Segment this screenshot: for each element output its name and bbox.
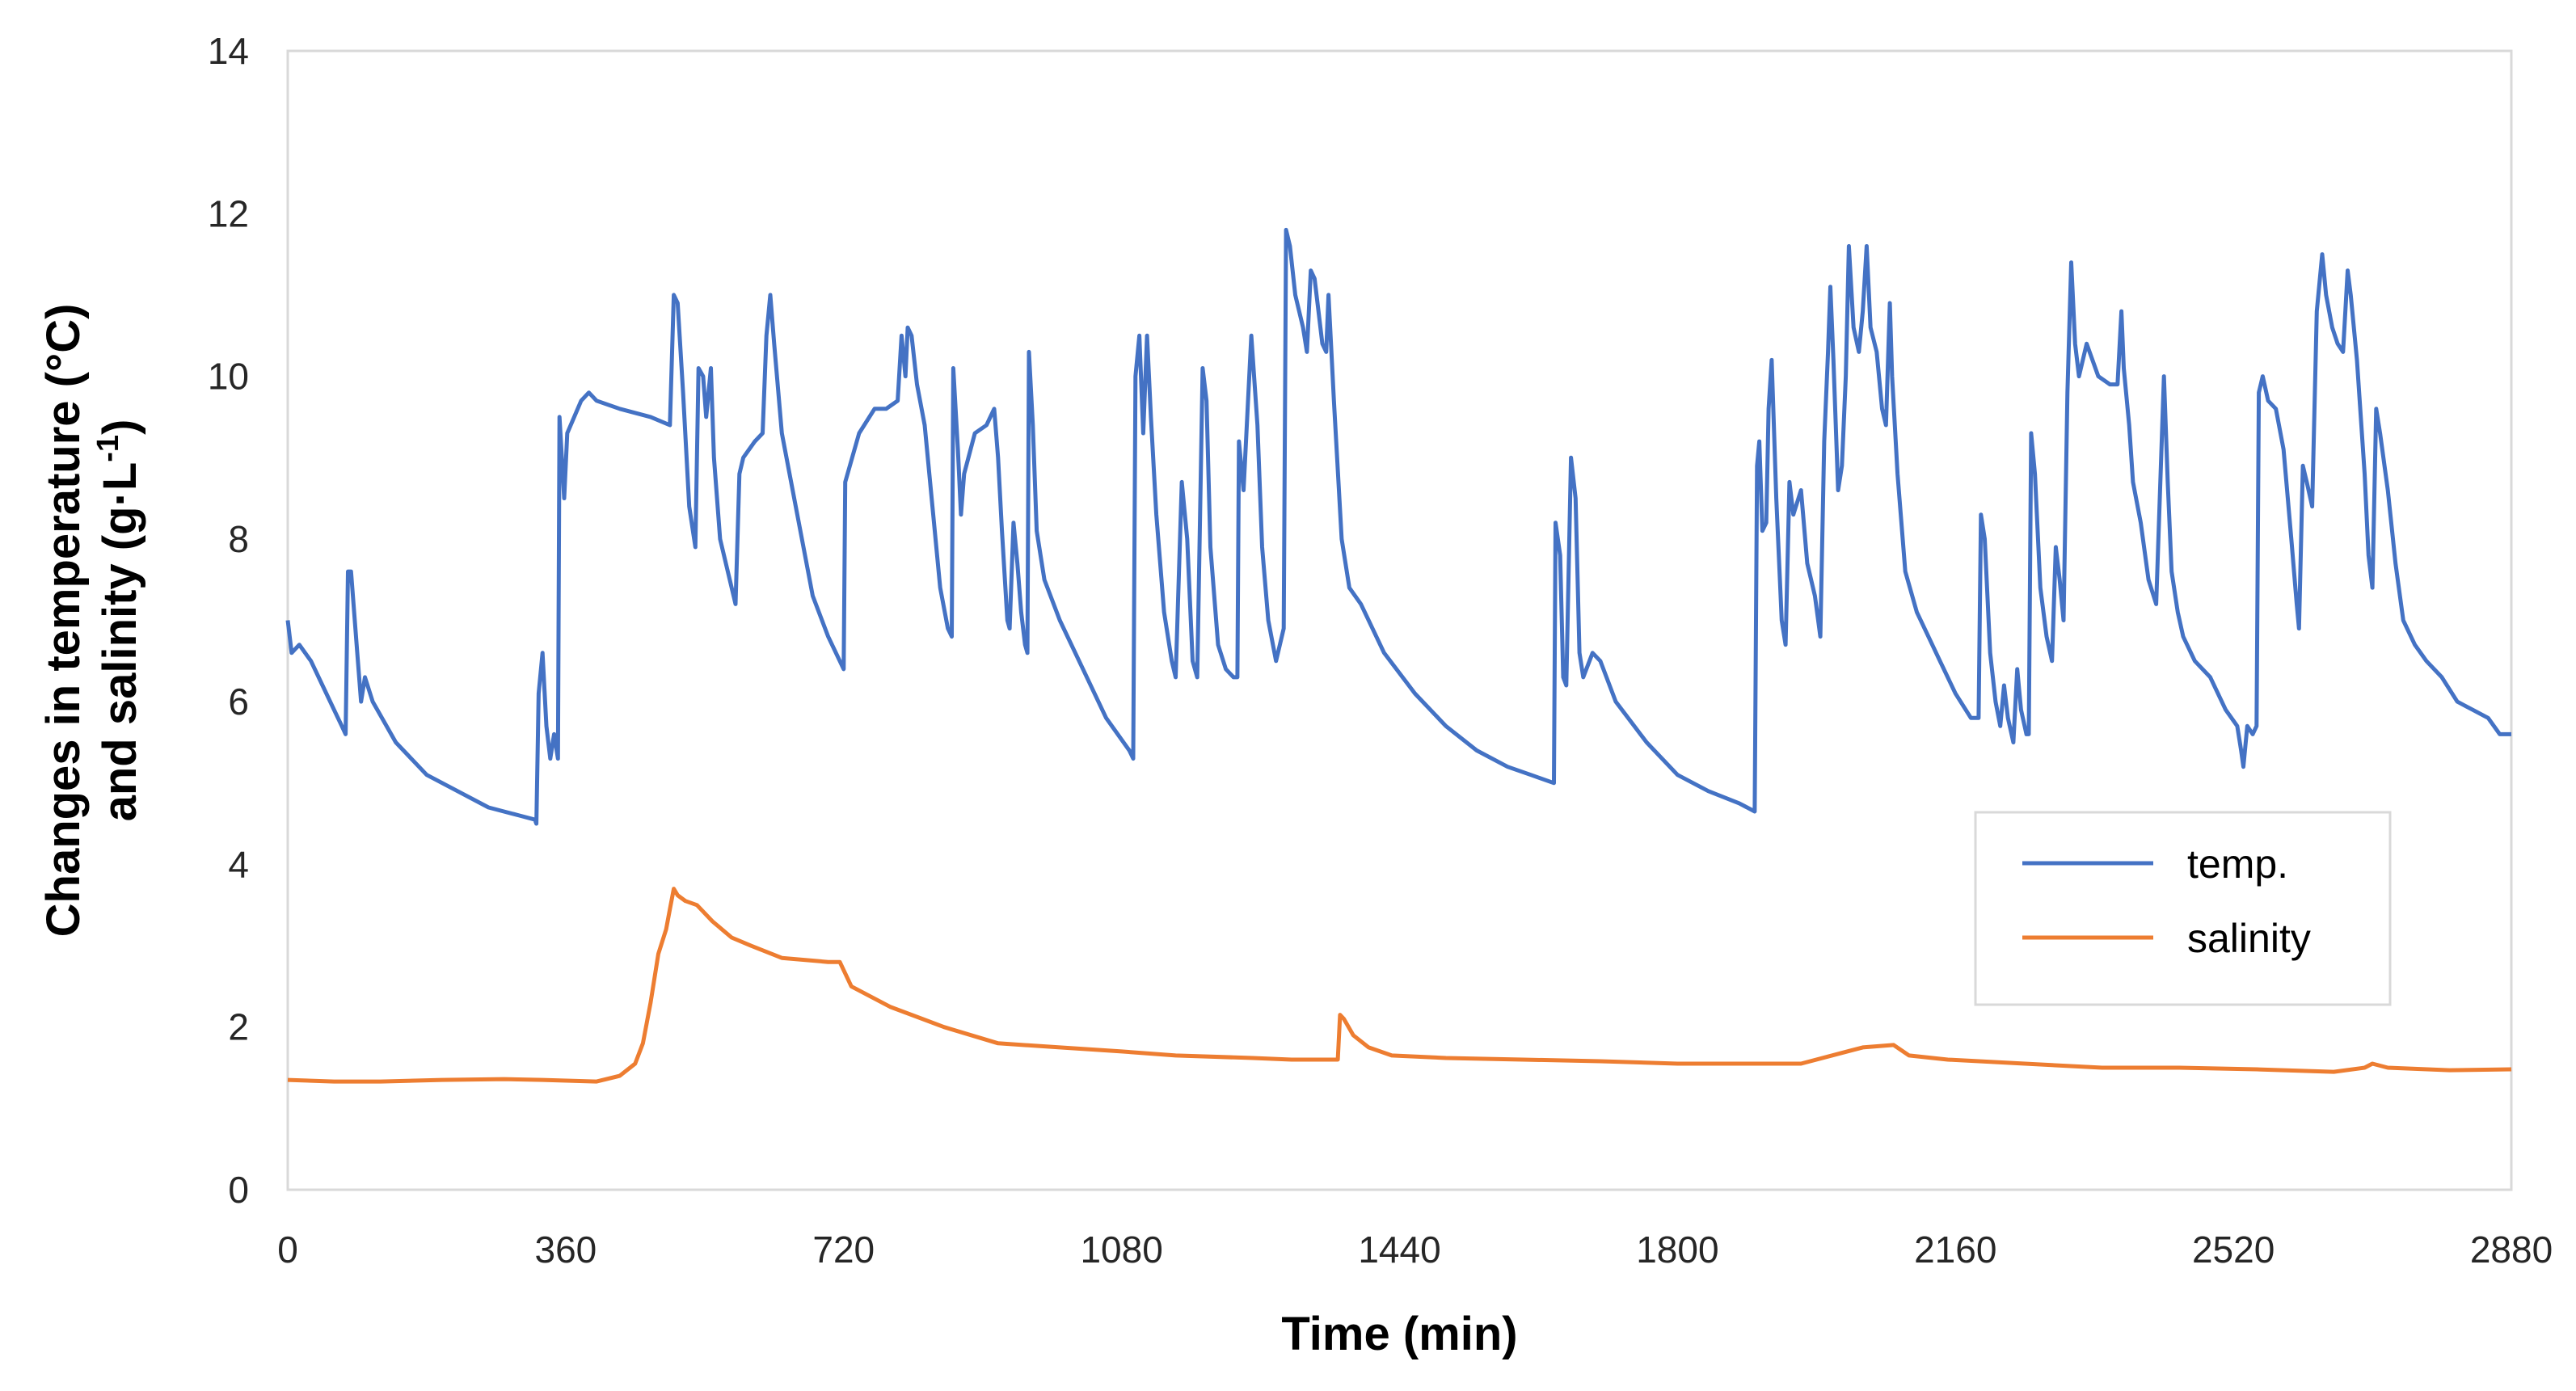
- legend-box: [1974, 811, 2392, 1006]
- series-line-temp: [285, 227, 2511, 826]
- x-axis-title: Time (min): [1281, 1308, 1517, 1360]
- y-axis-title-unit: and salinity (g·L: [94, 462, 146, 822]
- y-axis-title-line-1: Changes in temperature (°C): [37, 304, 90, 938]
- y-axis-title-superscript: -1: [91, 435, 125, 462]
- x-tick-label: 0: [277, 1229, 298, 1271]
- y-tick-label: 6: [228, 681, 249, 723]
- x-tick-label: 2520: [2192, 1229, 2275, 1271]
- x-tick-label: 1800: [1636, 1229, 1718, 1271]
- series-lines: [285, 227, 2512, 1084]
- x-axis-tick-labels: 0 360 720 1080 1440 1800 2160 2520 2880: [277, 1229, 2553, 1271]
- y-tick-label: 14: [208, 30, 249, 72]
- x-tick-label: 1080: [1080, 1229, 1162, 1271]
- x-tick-label: 2880: [2470, 1229, 2553, 1271]
- y-axis-title-line-2: and salinity (g·L-1): [91, 419, 146, 822]
- legend: temp. salinity: [1974, 811, 2392, 1006]
- x-tick-label: 720: [812, 1229, 875, 1271]
- series-line-salinity: [287, 887, 2512, 1084]
- y-axis-title-close-paren: ): [94, 419, 146, 435]
- y-axis-tick-labels: 0 2 4 6 8 10 12 14: [208, 30, 249, 1211]
- x-tick-label: 360: [535, 1229, 597, 1271]
- y-axis-title: Changes in temperature (°C) and salinity…: [37, 304, 146, 938]
- x-tick-label: 1440: [1358, 1229, 1440, 1271]
- y-tick-label: 12: [208, 192, 249, 234]
- y-tick-label: 4: [228, 843, 249, 885]
- y-tick-label: 2: [228, 1006, 249, 1048]
- legend-label-salinity: salinity: [2187, 916, 2311, 961]
- x-tick-label: 2160: [1914, 1229, 1996, 1271]
- legend-label-temp: temp.: [2187, 841, 2288, 887]
- y-tick-label: 8: [228, 518, 249, 560]
- y-tick-label: 10: [208, 356, 249, 398]
- y-tick-label: 0: [228, 1169, 249, 1211]
